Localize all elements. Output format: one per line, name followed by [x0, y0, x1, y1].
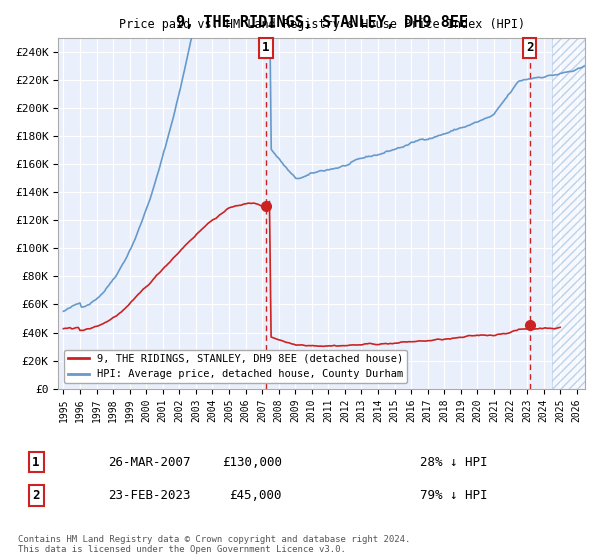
Text: 2: 2 — [32, 489, 40, 502]
Bar — [552, 38, 593, 389]
Text: 26-MAR-2007: 26-MAR-2007 — [108, 455, 191, 469]
Text: 1: 1 — [262, 41, 269, 54]
Bar — [552, 38, 593, 389]
Text: 1: 1 — [32, 455, 40, 469]
Text: 23-FEB-2023: 23-FEB-2023 — [108, 489, 191, 502]
Legend: 9, THE RIDINGS, STANLEY, DH9 8EE (detached house), HPI: Average price, detached : 9, THE RIDINGS, STANLEY, DH9 8EE (detach… — [64, 350, 407, 384]
Text: £130,000: £130,000 — [222, 455, 282, 469]
Text: Contains HM Land Registry data © Crown copyright and database right 2024.
This d: Contains HM Land Registry data © Crown c… — [18, 535, 410, 554]
Text: Price paid vs. HM Land Registry's House Price Index (HPI): Price paid vs. HM Land Registry's House … — [119, 18, 525, 31]
Text: 79% ↓ HPI: 79% ↓ HPI — [420, 489, 487, 502]
Title: 9, THE RIDINGS, STANLEY, DH9 8EE: 9, THE RIDINGS, STANLEY, DH9 8EE — [176, 15, 468, 30]
Text: 2: 2 — [526, 41, 533, 54]
Text: 28% ↓ HPI: 28% ↓ HPI — [420, 455, 487, 469]
Text: £45,000: £45,000 — [229, 489, 282, 502]
